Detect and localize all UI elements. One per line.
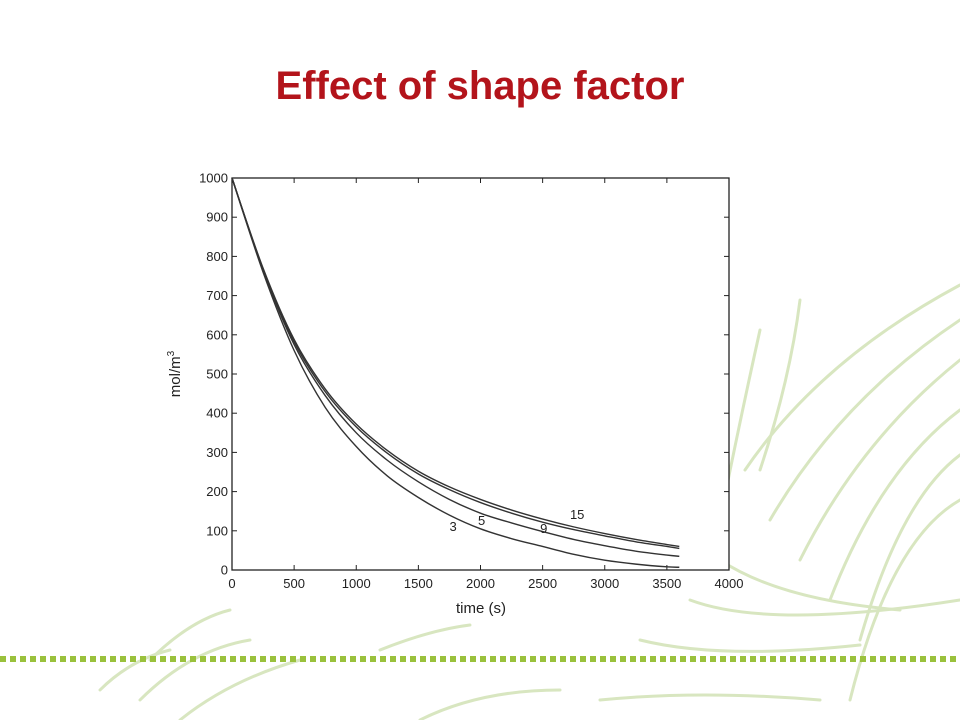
series-line-5 xyxy=(231,177,680,557)
leaf-stroke xyxy=(638,638,862,653)
y-tick-label: 1000 xyxy=(199,171,228,186)
series-label-15: 15 xyxy=(570,507,584,522)
y-tick-label: 600 xyxy=(206,327,228,342)
y-tick-label: 400 xyxy=(206,406,228,421)
x-tick-label: 3000 xyxy=(590,576,619,591)
x-tick-label: 2000 xyxy=(466,576,495,591)
y-tick-labels: 0 100 200 300 400 500 600 700 800 900 1000 xyxy=(199,171,228,578)
y-tick-label: 200 xyxy=(206,484,228,499)
x-tick-label: 3500 xyxy=(652,576,681,591)
leaf-stroke xyxy=(798,358,960,562)
series-lines xyxy=(231,177,680,568)
series-line-3 xyxy=(231,177,680,568)
series-labels: 3 5 9 15 xyxy=(449,507,584,536)
series-line-15 xyxy=(231,177,680,548)
x-axis-label: time (s) xyxy=(456,600,506,617)
series-label-5: 5 xyxy=(478,513,485,528)
leaf-stroke xyxy=(718,558,902,612)
leaf-stroke xyxy=(378,623,472,652)
dotted-divider xyxy=(0,656,960,662)
leaf-stroke xyxy=(98,648,172,692)
y-axis-label: mol/m3 xyxy=(166,350,184,397)
y-axis-label-text: mol/m xyxy=(167,356,184,397)
x-tick-label: 1000 xyxy=(342,576,371,591)
series-label-3: 3 xyxy=(449,519,456,534)
leaf-stroke xyxy=(758,298,802,472)
series-label-9: 9 xyxy=(540,521,547,536)
axis-ticks xyxy=(231,177,730,571)
leaf-stroke xyxy=(743,283,960,472)
leaf-stroke xyxy=(178,658,302,720)
y-tick-label: 100 xyxy=(206,523,228,538)
leaf-stroke xyxy=(598,693,822,702)
leaf-stroke xyxy=(768,318,960,522)
y-tick-label: 300 xyxy=(206,445,228,460)
x-tick-label: 500 xyxy=(283,576,305,591)
leaf-stroke xyxy=(828,408,960,602)
x-tick-label: 0 xyxy=(228,576,235,591)
y-tick-label: 900 xyxy=(206,210,228,225)
y-tick-label: 0 xyxy=(221,563,228,578)
x-tick-labels: 0 500 1000 1500 2000 2500 3000 3500 4000 xyxy=(228,576,743,591)
y-tick-label: 700 xyxy=(206,288,228,303)
leaf-stroke xyxy=(418,688,562,720)
series-line-9 xyxy=(231,177,680,550)
slide-title: Effect of shape factor xyxy=(275,64,685,108)
y-tick-label: 800 xyxy=(206,249,228,264)
y-tick-label: 500 xyxy=(206,367,228,382)
leaf-stroke xyxy=(688,598,960,617)
x-tick-label: 2500 xyxy=(528,576,557,591)
x-tick-label: 4000 xyxy=(715,576,744,591)
x-tick-label: 1500 xyxy=(404,576,433,591)
plot-area xyxy=(231,177,730,571)
y-axis-label-superscript: 3 xyxy=(166,350,177,356)
